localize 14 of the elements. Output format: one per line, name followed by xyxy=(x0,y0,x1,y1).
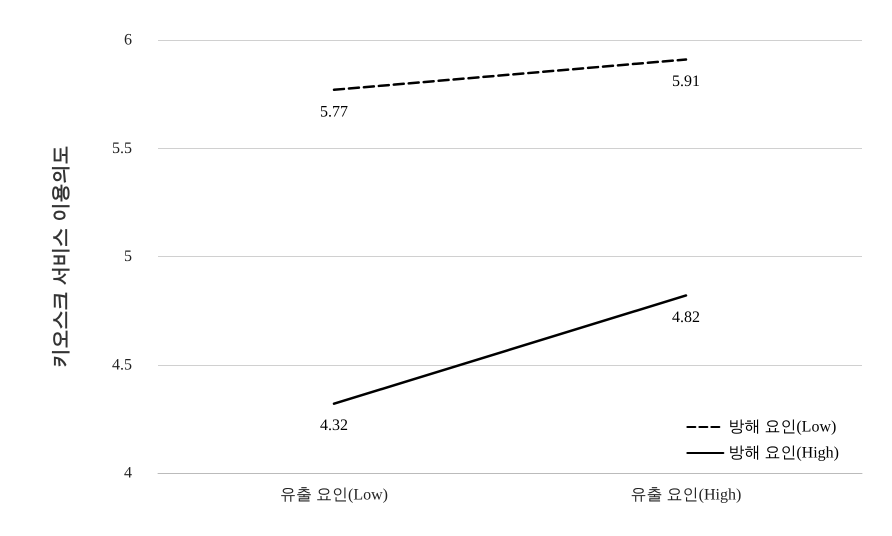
y-tick-label: 6 xyxy=(124,32,132,48)
legend-label: 방해 요인(High) xyxy=(728,444,839,462)
y-tick-label: 4.5 xyxy=(112,356,132,374)
data-label: 5.77 xyxy=(320,103,348,120)
data-label: 5.91 xyxy=(672,72,700,90)
data-label: 4.82 xyxy=(672,308,700,326)
x-tick-label: 유출 요인(High) xyxy=(630,486,742,504)
legend-label: 방해 요인(Low) xyxy=(728,418,836,436)
y-tick-label: 5.5 xyxy=(112,140,132,157)
x-tick-label: 유출 요인(Low) xyxy=(280,486,388,504)
y-tick-label: 4 xyxy=(124,464,132,482)
data-label: 4.32 xyxy=(320,417,348,434)
y-axis-title: 키오스크 서비스 이용의도 xyxy=(50,145,72,368)
y-tick-label: 5 xyxy=(124,248,132,265)
